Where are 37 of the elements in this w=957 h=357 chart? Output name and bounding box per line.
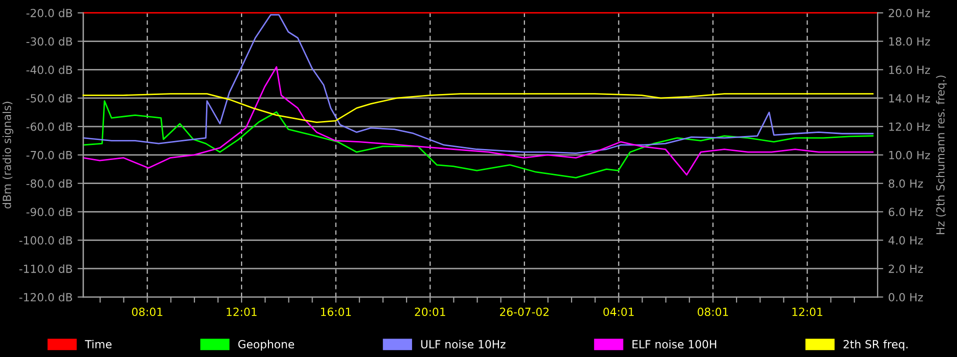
y2-tick-label: 16.0 Hz [889, 66, 930, 74]
y2-tick-label: 14.0 Hz [889, 94, 930, 102]
y-tick-label: -50.0 dB [26, 94, 72, 102]
y2-tick-label: 8.0 Hz [888, 179, 923, 188]
y-tick-label: -70.0 dB [26, 150, 72, 160]
y-tick-label: -90.0 dB [26, 208, 72, 216]
y2-tick-label: 2.0 Hz [888, 264, 923, 273]
legend-label: Time [84, 340, 112, 348]
y-tick-label: -20.0 dB [26, 8, 72, 18]
x-tick-label: 26-07-02 [500, 308, 549, 316]
y2-tick-label: 18.0 Hz [889, 37, 930, 46]
legend-label: Geophone [238, 340, 294, 351]
y2-tick-label: 20.0 Hz [888, 8, 930, 18]
legend-label: ELF noise 100H [632, 340, 716, 348]
y2-tick-label: 12.0 Hz [889, 122, 930, 131]
x-tick-label: 12:01 [792, 308, 822, 316]
y-tick-label: -30.0 dB [26, 37, 72, 46]
y2-tick-label: 0.0 Hz [888, 293, 923, 302]
x-tick-label: 08:01 [698, 308, 728, 316]
y2-tick-label: 10.0 Hz [889, 150, 930, 160]
y-tick-label: -60.0 dB [26, 122, 72, 131]
y2-tick-label: 6.0 Hz [888, 208, 923, 216]
y-tick-label: -110.0 dB [19, 264, 72, 273]
legend-label: ULF noise 10Hz [421, 340, 506, 348]
y-tick-label: -120.0 dB [19, 292, 72, 302]
y-tick-label: -80.0 dB [26, 179, 72, 188]
x-tick-label: 16:01 [321, 308, 351, 316]
x-tick-label: 20:01 [414, 308, 446, 316]
legend-label: 2th SR freq. [844, 340, 908, 351]
x-tick-label: 04:01 [603, 308, 634, 316]
y2-axis-title: Hz (2th Schumann res. freq.) [936, 76, 947, 234]
x-tick-label: 12:01 [226, 308, 257, 316]
x-tick-label: 08:01 [132, 308, 162, 316]
y-tick-label: -100.0 dB [19, 236, 72, 245]
y-axis-title: dBm (radio signals) [2, 102, 14, 208]
y2-tick-label: 4.0 Hz [888, 236, 923, 245]
y-tick-label: -40.0 dB [26, 65, 72, 74]
